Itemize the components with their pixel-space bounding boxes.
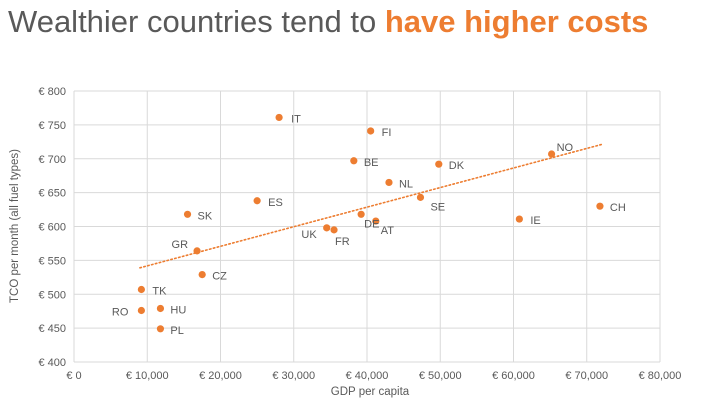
point-label-dk: DK xyxy=(449,160,465,172)
data-points xyxy=(137,113,604,333)
data-point-ch xyxy=(596,202,604,210)
data-point-at xyxy=(372,217,380,225)
data-point-fr xyxy=(330,226,338,234)
title-plain: Wealthier countries tend to xyxy=(8,4,377,39)
data-point-pl xyxy=(156,325,165,333)
x-axis-ticks: € 0 € 10,000 € 20,000 € 30,000 € 40,000 € 50,… xyxy=(66,370,681,382)
x-tick-label: € 80,000 xyxy=(639,370,682,382)
data-point-sk xyxy=(183,210,192,218)
point-label-nl: NL xyxy=(399,178,413,190)
data-point-gr xyxy=(193,247,201,255)
data-point-fi xyxy=(367,127,375,135)
point-label-cz: CZ xyxy=(212,271,227,283)
data-point-de xyxy=(357,210,365,218)
data-point-uk xyxy=(323,224,331,232)
page-title: Wealthier countries tend to have higher … xyxy=(8,2,648,42)
data-point-no xyxy=(547,150,556,158)
point-label-no: NO xyxy=(557,142,574,154)
x-tick-label: € 30,000 xyxy=(272,370,315,382)
x-tick-label: € 60,000 xyxy=(492,370,535,382)
point-label-de: DE xyxy=(364,218,379,230)
point-label-ch: CH xyxy=(610,202,626,214)
data-point-se xyxy=(416,193,425,201)
y-tick-label: € 500 xyxy=(38,289,66,301)
y-tick-label: € 450 xyxy=(38,323,66,335)
x-tick-label: € 0 xyxy=(66,370,81,382)
data-point-cz xyxy=(198,271,206,279)
data-point-dk xyxy=(435,160,443,168)
x-tick-label: € 70,000 xyxy=(565,370,608,382)
data-point-hu xyxy=(156,304,165,313)
data-point-be xyxy=(350,157,358,165)
point-label-gr: GR xyxy=(172,239,189,251)
data-point-ie xyxy=(515,215,523,223)
data-point-es xyxy=(253,197,261,205)
y-tick-label: € 600 xyxy=(38,222,66,234)
data-point-nl xyxy=(385,178,393,187)
point-label-hu: HU xyxy=(170,304,186,316)
point-label-it: IT xyxy=(291,113,301,125)
point-label-uk: UK xyxy=(301,229,317,241)
x-tick-label: € 40,000 xyxy=(346,370,389,382)
point-label-es: ES xyxy=(268,197,283,209)
point-label-fi: FI xyxy=(382,127,392,139)
y-tick-label: € 650 xyxy=(38,188,66,200)
y-axis-ticks: € 400 € 450 € 500 € 550 € 600 € 650 € 700 € 750… xyxy=(38,86,66,369)
data-point-it xyxy=(275,113,283,122)
y-axis-title: TCO per month (all fuel types) xyxy=(9,149,21,303)
x-axis-title: GDP per capita xyxy=(331,386,410,398)
y-tick-label: € 550 xyxy=(38,255,66,267)
y-tick-label: € 700 xyxy=(38,154,66,166)
point-label-tk: TK xyxy=(152,286,167,298)
y-tick-label: € 400 xyxy=(38,357,66,369)
point-label-at: AT xyxy=(381,225,395,237)
point-label-pl: PL xyxy=(170,325,183,337)
x-tick-label: € 10,000 xyxy=(126,370,169,382)
trendline-path xyxy=(139,143,603,269)
data-point-ro xyxy=(137,306,145,315)
point-label-fr: FR xyxy=(335,236,350,248)
gridlines xyxy=(73,90,661,363)
point-label-ie: IE xyxy=(530,215,540,227)
title-highlight: have higher costs xyxy=(384,4,649,39)
y-tick-label: € 750 xyxy=(38,120,66,132)
point-label-sk: SK xyxy=(198,210,213,222)
point-label-be: BE xyxy=(364,157,379,169)
trendline xyxy=(139,143,603,269)
point-label-ro: RO xyxy=(112,307,129,319)
x-tick-label: € 20,000 xyxy=(199,370,242,382)
x-tick-label: € 50,000 xyxy=(419,370,462,382)
point-label-se: SE xyxy=(430,201,445,213)
data-point-tk xyxy=(137,285,145,294)
y-tick-label: € 800 xyxy=(38,86,66,98)
